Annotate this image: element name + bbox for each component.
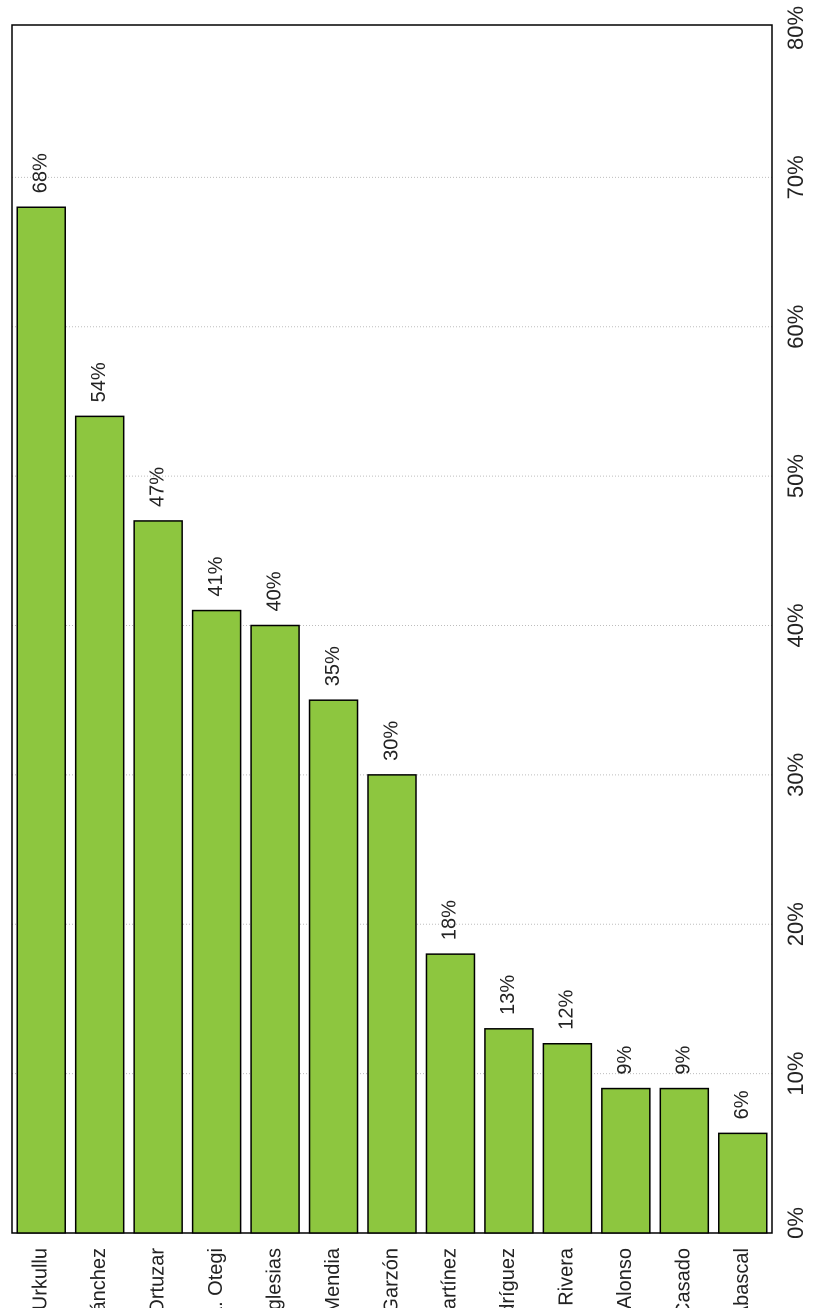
category-label: A. Rodríguez <box>497 1248 519 1308</box>
bar <box>425 953 476 1234</box>
bar <box>133 520 183 1234</box>
category-label: P. Iglesias <box>263 1248 285 1308</box>
bar <box>601 1087 651 1234</box>
value-tick-label: 10% <box>783 1052 808 1096</box>
bar <box>74 415 125 1234</box>
value-axis-ticks: 0% 10% 20% 30% 40% 50% 60% 70% 80% <box>783 6 808 1239</box>
category-label: P. Casado <box>673 1248 695 1308</box>
bar <box>250 624 300 1234</box>
category-label: I. Urkullu <box>30 1248 52 1308</box>
data-label: 9% <box>673 1045 695 1074</box>
data-label: 35% <box>322 646 344 686</box>
category-label: I. Mendia <box>322 1247 344 1308</box>
data-label: 6% <box>731 1090 753 1119</box>
data-label: 9% <box>614 1045 636 1074</box>
category-label: A. Otegi <box>205 1248 227 1308</box>
bar <box>191 609 242 1234</box>
bars <box>16 206 768 1234</box>
value-tick-label: 30% <box>783 753 808 797</box>
bar <box>308 699 359 1234</box>
bar <box>484 1028 534 1234</box>
data-label: 18% <box>439 900 461 940</box>
data-label: 40% <box>263 571 285 611</box>
value-tick-label: 0% <box>783 1207 808 1239</box>
category-label: P. Sánchez <box>88 1248 110 1308</box>
data-label: 68% <box>30 153 52 193</box>
category-label: A. Garzón <box>380 1248 402 1308</box>
category-label: A. Alonso <box>614 1248 636 1308</box>
bar <box>16 206 66 1234</box>
category-label: S. Abascal <box>731 1248 753 1308</box>
value-tick-label: 60% <box>783 305 808 349</box>
bar <box>659 1087 710 1234</box>
category-label: A. Ortuzar <box>146 1248 168 1308</box>
data-label: 47% <box>146 467 168 507</box>
value-tick-label: 20% <box>783 902 808 946</box>
category-label: L. Martínez <box>439 1248 461 1308</box>
category-labels: I. Urkullu P. Sánchez A. Ortuzar A. Otegi P.… <box>30 1247 754 1308</box>
bar <box>542 1043 593 1234</box>
value-tick-label: 80% <box>783 6 808 50</box>
data-label: 30% <box>380 721 402 761</box>
data-label: 12% <box>556 990 578 1030</box>
category-label: A. Rivera <box>556 1247 578 1308</box>
data-labels: 68% 54% 47% 41% 40% 35% 30% 18% 13% 12% 9% 9% 6% <box>30 153 754 1119</box>
value-tick-label: 50% <box>783 454 808 498</box>
value-tick-label: 40% <box>783 603 808 647</box>
data-label: 13% <box>497 975 519 1015</box>
data-label: 41% <box>205 556 227 596</box>
data-label: 54% <box>88 362 110 402</box>
value-tick-label: 70% <box>783 155 808 199</box>
bar <box>718 1132 768 1234</box>
bar <box>367 774 417 1234</box>
